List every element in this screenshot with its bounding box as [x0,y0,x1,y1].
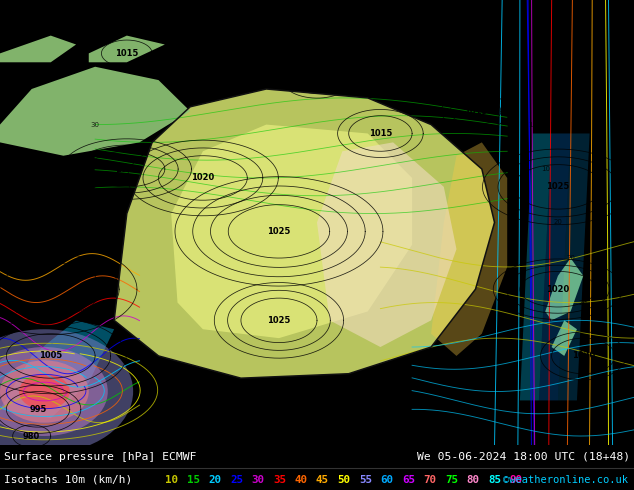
Polygon shape [552,320,577,356]
Polygon shape [317,143,456,347]
Text: 60: 60 [380,475,394,485]
Text: 1015: 1015 [306,75,328,85]
Text: 1010: 1010 [39,285,62,294]
Text: 20: 20 [553,220,562,225]
Text: 995: 995 [29,405,47,414]
Circle shape [0,347,108,436]
Text: Isotachs 10m (km/h): Isotachs 10m (km/h) [4,475,133,485]
Text: 1025: 1025 [268,316,290,325]
Circle shape [0,360,89,423]
Text: 20: 20 [579,299,588,306]
Text: 15: 15 [187,475,200,485]
Text: 1025: 1025 [547,182,569,192]
Text: 1020: 1020 [572,351,595,361]
Text: 85: 85 [488,475,501,485]
Polygon shape [545,258,583,320]
Text: Surface pressure [hPa] ECMWF: Surface pressure [hPa] ECMWF [4,452,197,462]
Polygon shape [0,36,76,62]
Polygon shape [558,133,590,400]
Text: 40: 40 [295,475,307,485]
Polygon shape [431,143,507,356]
Text: 55: 55 [359,475,372,485]
Text: 1020: 1020 [115,165,138,173]
Text: 20: 20 [439,50,448,56]
Text: 20: 20 [439,353,448,359]
Text: 35: 35 [273,475,286,485]
Polygon shape [114,89,495,378]
Text: 10: 10 [541,166,550,172]
Text: 75: 75 [445,475,458,485]
Text: 1015: 1015 [369,129,392,138]
Text: 1015: 1015 [210,62,233,71]
Text: 10: 10 [528,122,537,127]
Text: 45: 45 [316,475,329,485]
Text: 90: 90 [510,475,522,485]
Text: 60: 60 [0,264,4,270]
Polygon shape [171,124,412,338]
Text: 1015: 1015 [464,107,487,116]
Text: 50: 50 [27,220,36,225]
Text: 980: 980 [23,432,41,441]
Text: ©weatheronline.co.uk: ©weatheronline.co.uk [503,475,628,485]
Polygon shape [0,320,114,418]
Text: 20: 20 [452,380,461,386]
Text: 30: 30 [252,475,264,485]
Circle shape [0,329,133,454]
Text: 25: 25 [230,475,243,485]
Text: 10: 10 [165,475,179,485]
Text: 1025: 1025 [268,227,290,236]
Text: 70: 70 [424,475,436,485]
Text: 1020: 1020 [191,173,214,182]
Polygon shape [0,67,190,156]
Text: 20: 20 [209,475,221,485]
Text: 20: 20 [363,50,372,56]
Text: 80: 80 [467,475,479,485]
Polygon shape [520,133,552,400]
Text: 65: 65 [402,475,415,485]
Polygon shape [89,36,165,62]
Text: 50: 50 [337,475,351,485]
Text: 30: 30 [91,122,100,127]
Text: We 05-06-2024 18:00 UTC (18+48): We 05-06-2024 18:00 UTC (18+48) [417,452,630,462]
Text: 1005: 1005 [39,351,62,361]
Text: 20: 20 [566,255,575,261]
Text: 60: 60 [15,308,23,315]
Circle shape [19,374,70,409]
Text: 1015: 1015 [115,49,138,58]
Text: 40: 40 [59,175,68,181]
Text: 20: 20 [503,64,512,70]
Text: 1020: 1020 [547,285,569,294]
Polygon shape [539,133,571,400]
